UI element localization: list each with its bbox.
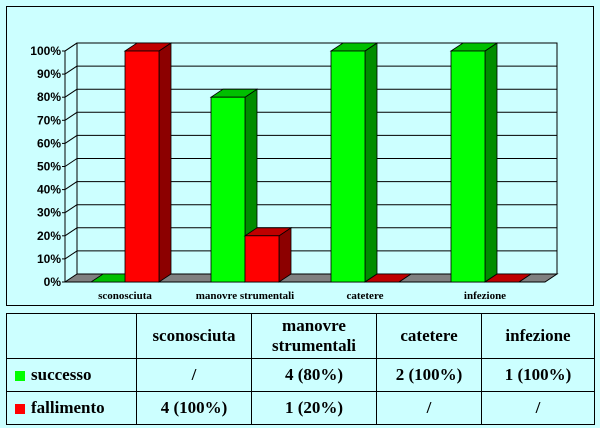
table-cell: 4 (100%) — [136, 391, 252, 425]
bar-fallimento-2 — [363, 273, 413, 283]
table-header: catetere — [376, 313, 482, 359]
bar-fallimento-1 — [243, 227, 293, 283]
y-tick-label: 40% — [37, 183, 61, 197]
gridline-side — [64, 88, 78, 98]
x-tick-label: catetere — [346, 290, 383, 302]
gridline-side — [64, 42, 78, 52]
row-label: fallimento — [31, 398, 105, 417]
y-tick-label: 30% — [37, 206, 61, 220]
table-cell: / — [376, 391, 482, 425]
gridline-side — [64, 111, 78, 121]
y-tick-label: 0% — [44, 275, 62, 289]
gridline-side — [64, 134, 78, 144]
gridline-side — [64, 158, 78, 167]
bar-fallimento-0 — [123, 42, 173, 283]
gridline-side — [64, 65, 78, 75]
table-cell: 4 (80%) — [251, 358, 377, 392]
chart-panel: 0% 10% 20% 30% 40% 50% 60% 70% 80% 90% 100% sconosc… — [6, 6, 594, 306]
x-tick-label: infezione — [464, 290, 506, 302]
data-table: sconosciuta manovre strumentali catetere… — [6, 313, 595, 425]
table-header: manovre strumentali — [251, 313, 377, 359]
gridline-side — [64, 181, 78, 191]
gridline-side — [64, 227, 78, 237]
bar-successo-1 — [209, 88, 259, 283]
row-label-cell: successo — [6, 358, 137, 392]
gridline-side — [64, 204, 78, 214]
table-row: successo / 4 (80%) 2 (100%) 1 (100%) — [6, 358, 595, 392]
y-tick-label: 80% — [37, 90, 61, 104]
bar-successo-3 — [449, 42, 499, 283]
x-tick-label: manovre strumentali — [196, 290, 294, 302]
successo-legend-swatch — [15, 371, 25, 382]
table-header: infezione — [481, 313, 595, 359]
table-cell: / — [481, 391, 595, 425]
table-cell: 1 (20%) — [251, 391, 377, 425]
table-cell: 1 (100%) — [481, 358, 595, 392]
table-cell: / — [136, 358, 252, 392]
y-tick-label: 70% — [37, 113, 61, 127]
bar-chart: 0% 10% 20% 30% 40% 50% 60% 70% 80% 90% 100% sconosc… — [30, 42, 559, 302]
table-row: fallimento 4 (100%) 1 (20%) / / — [6, 391, 595, 425]
x-tick-label: sconosciuta — [98, 290, 152, 302]
y-tick-label: 50% — [37, 160, 61, 174]
bar-fallimento-3 — [483, 273, 533, 283]
y-tick-label: 10% — [37, 252, 61, 266]
gridline-side — [64, 250, 78, 260]
y-tick-label: 60% — [37, 136, 61, 150]
table-header: sconosciuta — [136, 313, 252, 359]
row-label-cell: fallimento — [6, 391, 137, 425]
fallimento-legend-swatch — [15, 404, 25, 415]
table-header-row: sconosciuta manovre strumentali catetere… — [6, 313, 595, 359]
table-cell: 2 (100%) — [376, 358, 482, 392]
table-corner-cell — [6, 313, 137, 359]
y-tick-label: 20% — [37, 229, 61, 243]
bar-successo-2 — [329, 42, 379, 283]
row-label: successo — [31, 365, 92, 384]
y-tick-label: 90% — [37, 67, 61, 81]
y-tick-label: 100% — [30, 44, 61, 58]
